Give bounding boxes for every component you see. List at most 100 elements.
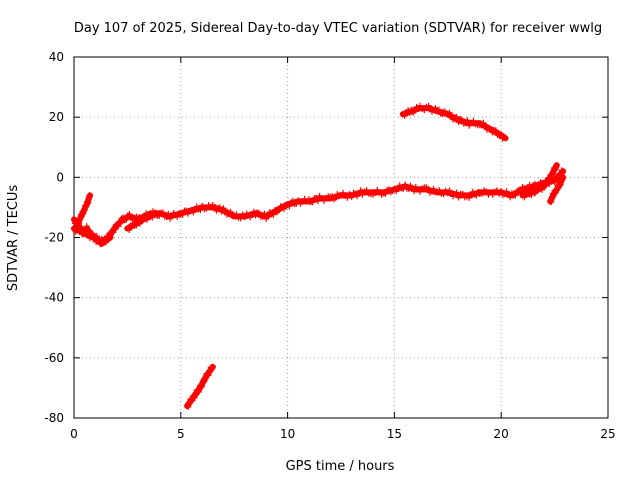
data-point (79, 210, 86, 217)
data-point (423, 186, 430, 193)
y-tick-label: 40 (49, 50, 64, 64)
series-late-drop (547, 174, 567, 206)
data-point (71, 216, 77, 223)
grid-lines (74, 57, 608, 418)
data-point (399, 111, 406, 118)
data-marker (149, 214, 156, 221)
data-marker (174, 213, 181, 220)
data-point (498, 189, 505, 196)
data-point (487, 126, 494, 133)
x-axis-label: GPS time / hours (286, 459, 395, 474)
series-band (399, 105, 509, 142)
y-tick-label: -20 (44, 231, 64, 245)
data-point (284, 201, 291, 208)
series-upper-arc (399, 102, 509, 142)
data-marker (152, 209, 159, 216)
data-marker (386, 186, 393, 193)
series-start-spike (75, 192, 93, 227)
data-marker (196, 388, 202, 395)
data-point (476, 120, 483, 127)
data-marker (217, 204, 223, 211)
data-marker (440, 191, 447, 198)
data-point (107, 234, 114, 241)
data-point (530, 189, 537, 196)
data-point (71, 225, 77, 232)
data-point (359, 189, 366, 196)
data-point (425, 105, 432, 112)
data-marker (281, 205, 287, 212)
data-point (263, 213, 270, 220)
data-point (455, 192, 462, 199)
data-marker (183, 207, 190, 214)
data-point (98, 240, 105, 247)
series-band (71, 168, 567, 244)
data-point (145, 213, 152, 220)
data-point (83, 231, 90, 238)
data-point (412, 186, 419, 193)
data-point (547, 174, 554, 181)
data-point (508, 192, 515, 199)
data-point (273, 207, 280, 214)
x-tick-label: 10 (280, 427, 295, 441)
data-marker (459, 190, 466, 197)
data-point (87, 192, 93, 199)
data-point (560, 174, 567, 181)
data-marker (344, 194, 351, 201)
data-point (540, 183, 547, 190)
data-point (519, 192, 526, 199)
data-marker (203, 205, 210, 212)
data-point (434, 189, 441, 196)
data-point (551, 177, 558, 184)
data-point (184, 403, 191, 409)
data-point (466, 192, 473, 199)
data-point (77, 228, 84, 235)
data-marker (332, 195, 339, 202)
data-point (177, 210, 184, 217)
data-marker (473, 192, 480, 199)
y-tick-label: 0 (56, 170, 64, 184)
data-marker (439, 111, 446, 118)
data-marker (448, 113, 455, 120)
x-tick-label: 20 (494, 427, 509, 441)
data-marker (237, 215, 244, 222)
series-low-outlier (184, 363, 216, 410)
data-marker (453, 113, 460, 120)
data-marker (188, 398, 195, 405)
data-point (502, 135, 509, 142)
data-point (124, 225, 131, 232)
data-point (197, 384, 203, 391)
data-marker (185, 403, 192, 410)
data-marker (309, 199, 316, 206)
data-point (519, 186, 526, 193)
data-marker (482, 122, 489, 129)
data-point (327, 195, 334, 202)
data-point (348, 192, 355, 199)
data-point (90, 234, 97, 241)
data-series (71, 102, 567, 410)
data-marker (552, 166, 559, 173)
data-marker (417, 188, 423, 195)
data-marker (227, 208, 234, 215)
data-point (316, 195, 323, 202)
data-point (380, 189, 387, 196)
data-point (190, 393, 197, 400)
data-marker (533, 188, 540, 195)
data-point (188, 207, 195, 214)
data-point (402, 183, 409, 190)
x-tick-labels: 0 5 10 15 20 25 (70, 427, 615, 441)
series-scatter-near-21h (519, 162, 560, 201)
data-point (417, 105, 423, 112)
x-tick-label: 25 (600, 427, 615, 441)
data-marker (289, 197, 296, 204)
data-marker (363, 187, 370, 194)
data-marker (110, 229, 117, 236)
data-marker (355, 190, 362, 197)
data-point (120, 216, 127, 223)
axis-ticks (73, 56, 609, 419)
data-point (476, 189, 483, 196)
data-point (156, 210, 163, 217)
data-point (391, 186, 398, 193)
data-point (231, 213, 238, 220)
data-point (113, 222, 120, 229)
